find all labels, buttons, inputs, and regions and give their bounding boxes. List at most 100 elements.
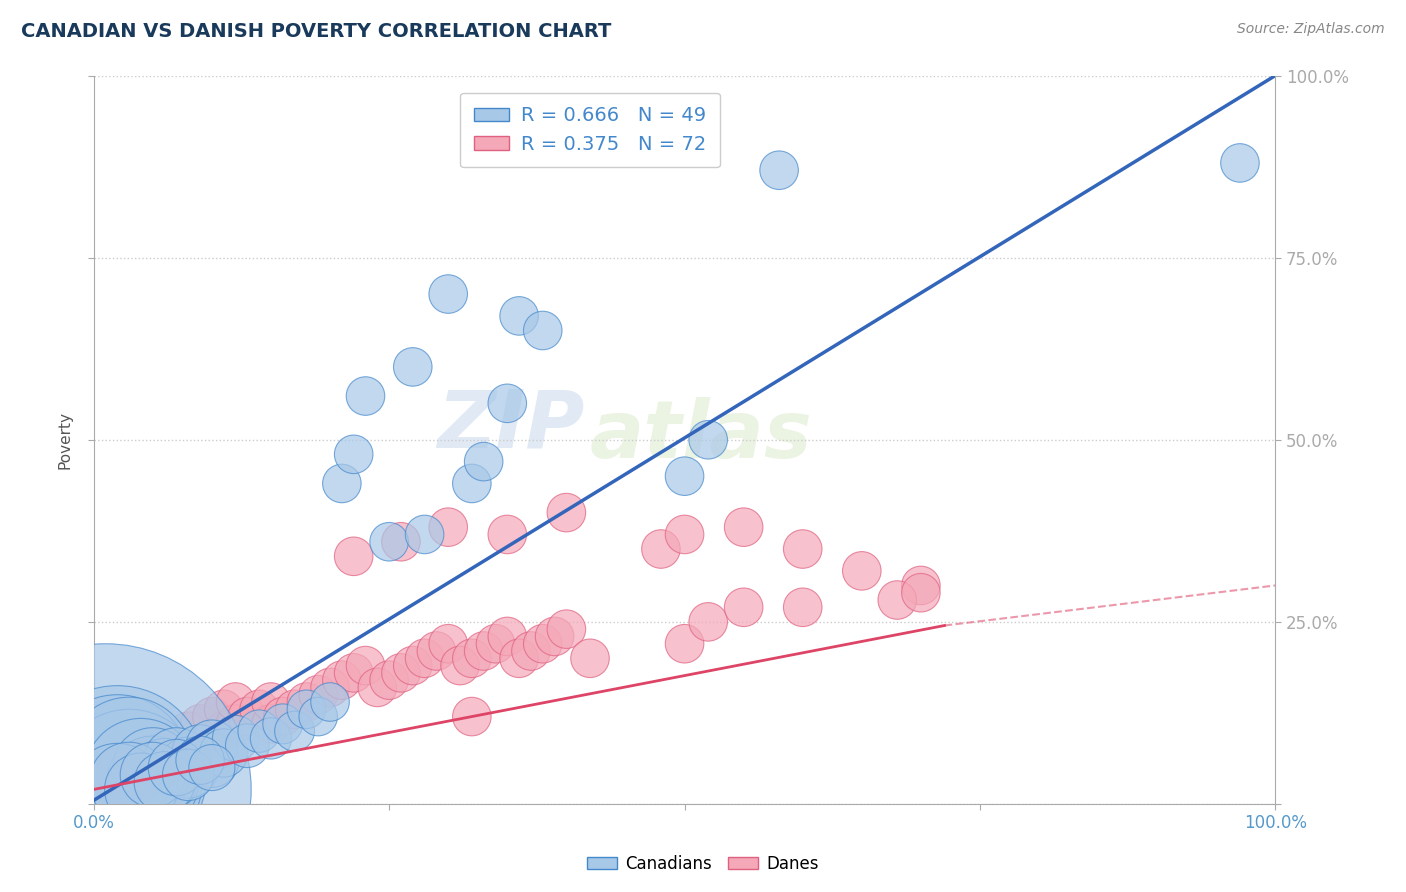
Point: [343, 665, 366, 680]
Point: [105, 768, 128, 782]
Point: [378, 534, 401, 549]
Point: [271, 716, 294, 731]
Point: [201, 731, 224, 746]
Point: [295, 702, 318, 716]
Point: [413, 651, 436, 665]
Point: [105, 775, 128, 789]
Point: [118, 782, 141, 797]
Point: [153, 760, 176, 774]
Point: [129, 775, 152, 789]
Point: [94, 768, 117, 782]
Point: [260, 731, 283, 746]
Point: [129, 782, 152, 797]
Point: [188, 716, 211, 731]
Point: [260, 716, 283, 731]
Point: [910, 578, 932, 592]
Point: [177, 768, 200, 782]
Text: atlas: atlas: [591, 397, 813, 475]
Point: [496, 527, 519, 541]
Point: [284, 724, 307, 739]
Point: [129, 753, 152, 767]
Point: [165, 753, 187, 767]
Point: [330, 476, 353, 491]
Point: [354, 389, 377, 403]
Point: [188, 739, 211, 753]
Point: [697, 433, 720, 447]
Point: [768, 163, 790, 178]
Point: [225, 731, 247, 746]
Point: [142, 746, 165, 760]
Point: [673, 527, 696, 541]
Point: [225, 716, 247, 731]
Point: [153, 775, 176, 789]
Point: [792, 541, 814, 556]
Text: CANADIAN VS DANISH POVERTY CORRELATION CHART: CANADIAN VS DANISH POVERTY CORRELATION C…: [21, 22, 612, 41]
Point: [212, 702, 235, 716]
Point: [260, 695, 283, 709]
Text: ZIP: ZIP: [437, 386, 583, 464]
Point: [142, 768, 165, 782]
Point: [354, 658, 377, 673]
Point: [461, 476, 484, 491]
Point: [910, 585, 932, 599]
Point: [118, 775, 141, 789]
Point: [247, 724, 270, 739]
Point: [851, 564, 873, 578]
Point: [142, 775, 165, 789]
Point: [105, 760, 128, 774]
Point: [531, 637, 554, 651]
Point: [165, 731, 187, 746]
Point: [472, 644, 495, 658]
Point: [307, 709, 329, 723]
Point: [343, 447, 366, 461]
Legend: Canadians, Danes: Canadians, Danes: [581, 848, 825, 880]
Point: [508, 651, 530, 665]
Point: [437, 520, 460, 534]
Point: [142, 768, 165, 782]
Point: [389, 534, 412, 549]
Point: [307, 688, 329, 702]
Point: [461, 651, 484, 665]
Point: [153, 768, 176, 782]
Point: [496, 629, 519, 643]
Point: [425, 644, 447, 658]
Point: [142, 760, 165, 774]
Point: [177, 760, 200, 774]
Point: [413, 527, 436, 541]
Point: [236, 739, 259, 753]
Point: [105, 782, 128, 797]
Point: [733, 520, 755, 534]
Point: [378, 673, 401, 687]
Point: [520, 644, 543, 658]
Point: [129, 768, 152, 782]
Point: [188, 746, 211, 760]
Point: [508, 309, 530, 323]
Point: [247, 702, 270, 716]
Point: [153, 739, 176, 753]
Point: [177, 746, 200, 760]
Point: [118, 775, 141, 789]
Point: [531, 323, 554, 337]
Point: [236, 709, 259, 723]
Point: [402, 658, 425, 673]
Point: [271, 709, 294, 723]
Point: [673, 637, 696, 651]
Point: [165, 760, 187, 774]
Point: [212, 746, 235, 760]
Point: [437, 637, 460, 651]
Point: [94, 782, 117, 797]
Point: [389, 665, 412, 680]
Point: [472, 454, 495, 468]
Point: [555, 622, 578, 636]
Point: [1229, 156, 1251, 170]
Point: [105, 760, 128, 774]
Point: [118, 753, 141, 767]
Point: [496, 396, 519, 410]
Point: [284, 702, 307, 716]
Point: [212, 724, 235, 739]
Point: [94, 782, 117, 797]
Point: [343, 549, 366, 564]
Point: [201, 709, 224, 723]
Legend: R = 0.666   N = 49, R = 0.375   N = 72: R = 0.666 N = 49, R = 0.375 N = 72: [460, 93, 720, 168]
Point: [733, 600, 755, 615]
